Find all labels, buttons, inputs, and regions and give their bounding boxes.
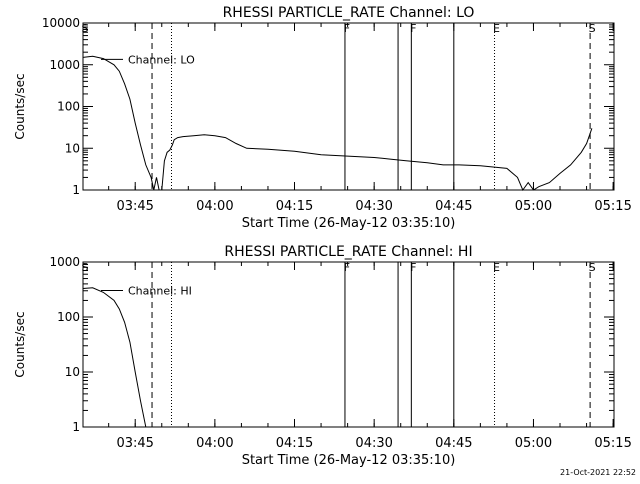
x-tick-label: 04:15 <box>276 436 313 451</box>
x-tick-label: 04:00 <box>196 199 233 214</box>
x-tick-label: 05:00 <box>515 436 552 451</box>
event-marker-label: S <box>82 261 89 274</box>
x-tick-label: 04:15 <box>276 199 313 214</box>
event-marker-label: F <box>410 22 416 35</box>
chart-title: RHESSI PARTICLE_RATE Channel: LO <box>223 5 475 21</box>
x-tick-label: 04:45 <box>435 436 472 451</box>
x-tick-label: 05:15 <box>594 199 631 214</box>
y-tick-label: 1000 <box>49 58 80 72</box>
y-tick-label: 10 <box>65 141 80 155</box>
y-tick-label: 10 <box>65 365 80 379</box>
event-marker-label: F <box>344 261 350 274</box>
legend-label: Channel: HI <box>128 284 192 297</box>
x-axis-label: Start Time (26-May-12 03:35:10) <box>242 216 456 231</box>
x-tick-label: 05:00 <box>515 199 552 214</box>
event-marker-label: S <box>82 22 89 35</box>
y-axis-label: Counts/sec <box>13 73 27 139</box>
x-tick-label: 03:45 <box>116 436 153 451</box>
x-tick-label: 04:30 <box>355 199 392 214</box>
x-tick-label: 04:30 <box>355 436 392 451</box>
series-line <box>82 55 593 192</box>
lo-channel-panel: RHESSI PARTICLE_RATE Channel: LO Counts/s… <box>13 5 632 231</box>
y-axis-label: Counts/sec <box>13 311 27 377</box>
chart-title: RHESSI PARTICLE_RATE Channel: HI <box>224 244 472 260</box>
plot-frame <box>82 22 615 191</box>
series-line <box>82 287 147 428</box>
legend-label: Channel: LO <box>128 53 195 66</box>
y-tick-label: 100 <box>57 100 80 114</box>
x-tick-label: 04:45 <box>435 199 472 214</box>
x-axis-label: Start Time (26-May-12 03:35:10) <box>242 453 456 468</box>
event-marker-label: F <box>344 22 350 35</box>
x-tick-label: 04:00 <box>196 436 233 451</box>
hi-channel-panel: RHESSI PARTICLE_RATE Channel: HI Counts/s… <box>13 244 632 468</box>
event-marker-label: E <box>493 22 500 35</box>
generation-timestamp: 21-Oct-2021 22:52 <box>560 468 636 477</box>
y-tick-label: 10000 <box>42 16 80 30</box>
event-marker-label: E <box>493 261 500 274</box>
x-tick-label: 05:15 <box>594 436 631 451</box>
event-marker-label: S <box>589 22 596 35</box>
x-tick-label: 03:45 <box>116 199 153 214</box>
y-tick-label: 1000 <box>49 255 80 269</box>
y-tick-label: 1 <box>72 183 80 197</box>
event-marker-label: S <box>589 261 596 274</box>
y-tick-label: 100 <box>57 310 80 324</box>
y-tick-label: 1 <box>72 420 80 434</box>
event-marker-label: F <box>410 261 416 274</box>
